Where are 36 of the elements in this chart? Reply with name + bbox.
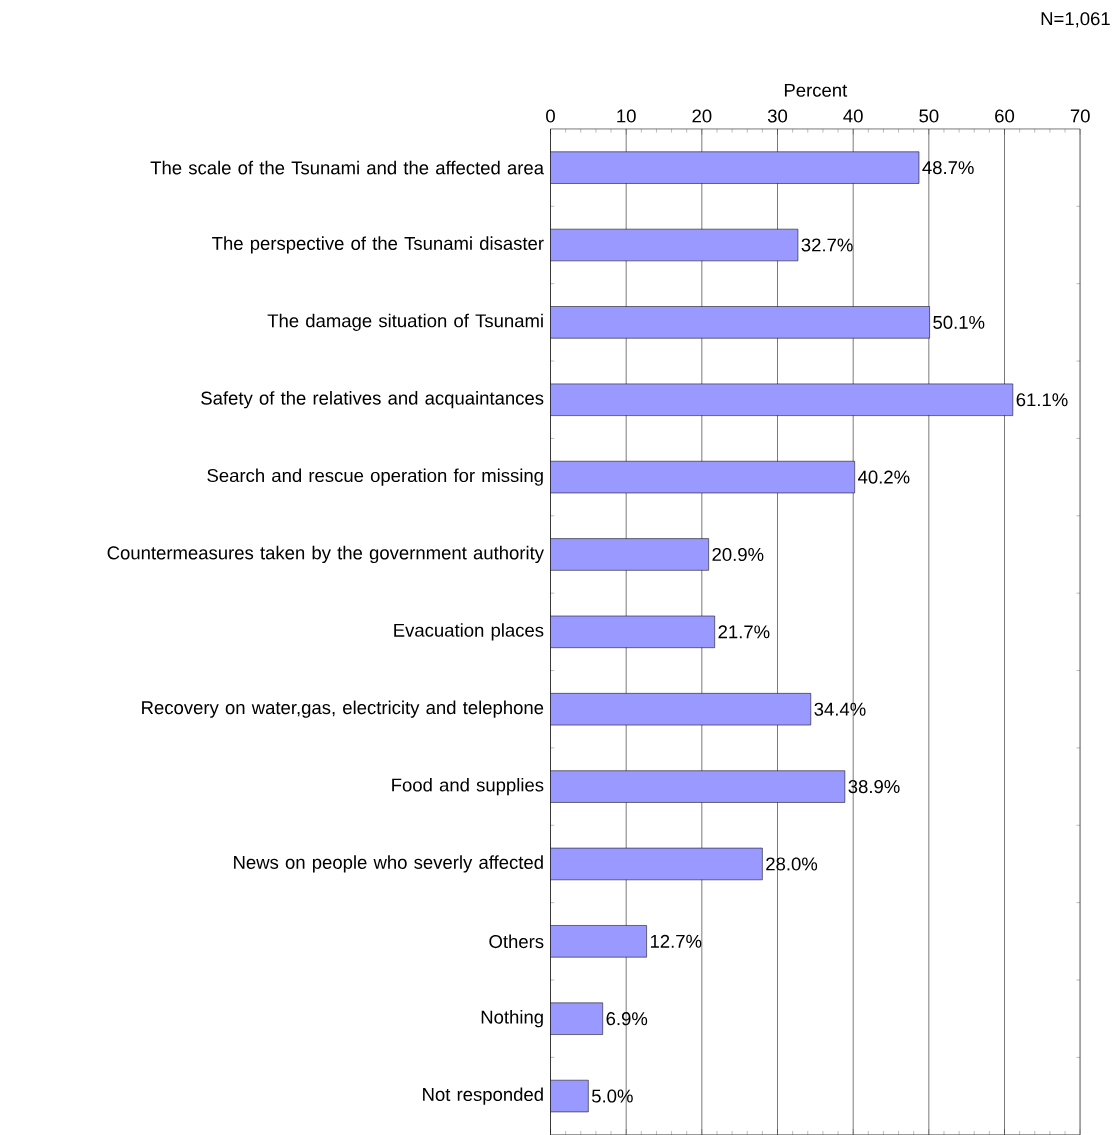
data-label: 12.7% — [650, 934, 702, 948]
x-tick-label: 60 — [995, 109, 1015, 123]
x-tick-label: 40 — [843, 109, 863, 123]
x-tick-label: 10 — [617, 109, 636, 123]
y-tick-label: Safety of the relatives and acquaintances — [201, 391, 544, 409]
y-tick-label: Nothing — [481, 1010, 543, 1028]
y-tick-label: The damage situation of Tsunami — [267, 313, 543, 331]
y-tick-label: Evacuation places — [394, 623, 544, 641]
data-label: 38.9% — [848, 780, 900, 794]
data-label: 34.4% — [814, 702, 866, 716]
y-tick-label: Recovery on water,gas, electricity and telephone — [142, 700, 544, 718]
y-tick-label: Search and rescue operation for missing — [207, 468, 543, 486]
data-label: 32.7% — [801, 238, 853, 252]
data-label: 28.0% — [766, 857, 818, 871]
y-tick-label: The scale of the Tsunami and the affected area — [150, 160, 545, 175]
x-tick-label: 0 — [546, 109, 555, 123]
data-label: 21.7% — [718, 625, 770, 639]
data-label: 48.7% — [922, 161, 974, 175]
data-label: 61.1% — [1016, 393, 1068, 407]
y-tick-label: Others — [489, 934, 544, 949]
data-label: 40.2% — [858, 470, 910, 484]
y-tick-label: Not responded — [423, 1087, 543, 1105]
x-tick-label: 20 — [692, 109, 712, 123]
y-tick-label: News on people who severly affected — [234, 855, 543, 873]
x-tick-label: 50 — [919, 109, 939, 123]
x-tick-label: 70 — [1070, 109, 1090, 123]
x-axis-title: Percent — [784, 83, 848, 97]
data-label: 20.9% — [712, 547, 764, 562]
y-tick-label: Food and supplies — [392, 777, 544, 796]
data-label: 5.0% — [592, 1089, 633, 1103]
text: N=1,061 — [1041, 12, 1110, 28]
data-label: 6.9% — [606, 1012, 648, 1026]
y-tick-label: The perspective of the Tsunami disaster — [212, 236, 544, 254]
data-label: 50.1% — [933, 315, 985, 329]
x-tick-label: 30 — [767, 109, 788, 123]
y-tick-label: Countermeasures taken by the government authority — [107, 545, 545, 564]
